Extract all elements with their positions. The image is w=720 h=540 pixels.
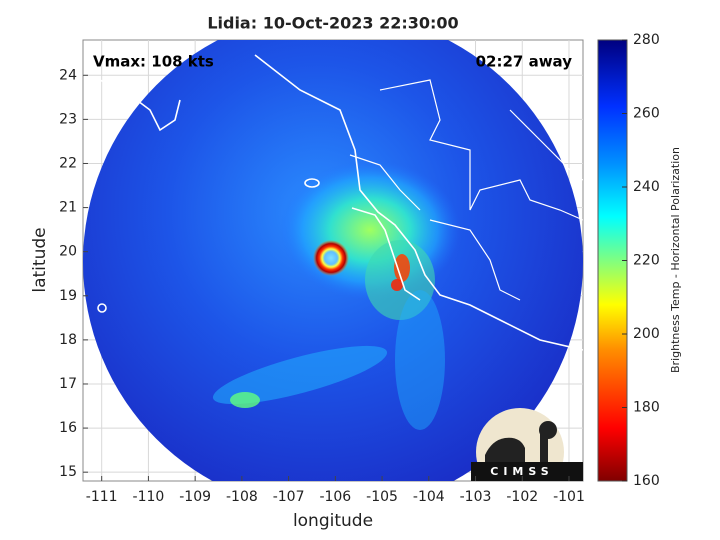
colorbar-tick-label: 260: [633, 106, 660, 122]
x-tick-label: -104: [413, 489, 445, 505]
y-axis-label: latitude: [30, 227, 50, 292]
y-tick-label: 23: [59, 111, 77, 127]
y-tick-label: 19: [59, 288, 77, 304]
colorbar-tick-label: 200: [633, 326, 660, 342]
convection: [391, 279, 403, 291]
x-tick-label: -106: [319, 489, 351, 505]
imagery: [83, 40, 583, 481]
x-tick-label: -102: [506, 489, 538, 505]
colorbar-tick-label: 280: [633, 32, 660, 48]
x-tick-label: -105: [366, 489, 398, 505]
annotation: Vmax: 108 kts: [93, 53, 214, 71]
x-axis-label: longitude: [293, 511, 373, 531]
coastline: [99, 79, 181, 132]
logo-band: [471, 462, 583, 481]
coastline: [254, 54, 583, 351]
logo-tower: [540, 432, 548, 462]
border: [349, 154, 421, 211]
y-tick-label: 24: [59, 67, 77, 83]
y-tick-label: 15: [59, 464, 77, 480]
colorbar-tick-label: 160: [633, 473, 660, 489]
eye: [313, 240, 349, 276]
logo-tank: [539, 421, 557, 439]
convection: [394, 254, 410, 282]
x-tick-label: -101: [553, 489, 585, 505]
coastline: [351, 207, 421, 301]
colorbar-tick-label: 220: [633, 253, 660, 269]
logo-dish: [485, 437, 525, 462]
x-tick-label: -109: [179, 489, 211, 505]
logo: CIMSS: [471, 408, 583, 481]
y-tick-label: 20: [59, 244, 77, 260]
island: [97, 303, 107, 313]
x-tick-label: -107: [273, 489, 305, 505]
y-tick-label: 22: [59, 155, 77, 171]
logo-text: CIMSS: [490, 465, 553, 478]
band: [212, 345, 388, 405]
x-tick-label: -103: [460, 489, 492, 505]
band: [230, 392, 260, 408]
border: [509, 109, 583, 181]
colorbar-tick-label: 180: [633, 400, 660, 416]
x-tick-label: -111: [86, 489, 118, 505]
annotation: 02:27 away: [476, 53, 573, 71]
y-tick-label: 17: [59, 376, 77, 392]
island: [304, 178, 320, 188]
colorbar-tick-label: 240: [633, 179, 660, 195]
border: [429, 219, 521, 301]
border: [379, 79, 583, 221]
x-tick-label: -110: [133, 489, 165, 505]
chart-title: Lidia: 10-Oct-2023 22:30:00: [207, 14, 458, 33]
colorbar-label: Brightness Temp - Horizontal Polarizatio…: [669, 147, 682, 373]
x-tick-label: -108: [226, 489, 258, 505]
band: [395, 290, 445, 430]
y-tick-label: 16: [59, 420, 77, 436]
y-tick-label: 18: [59, 332, 77, 348]
y-tick-label: 21: [59, 200, 77, 216]
